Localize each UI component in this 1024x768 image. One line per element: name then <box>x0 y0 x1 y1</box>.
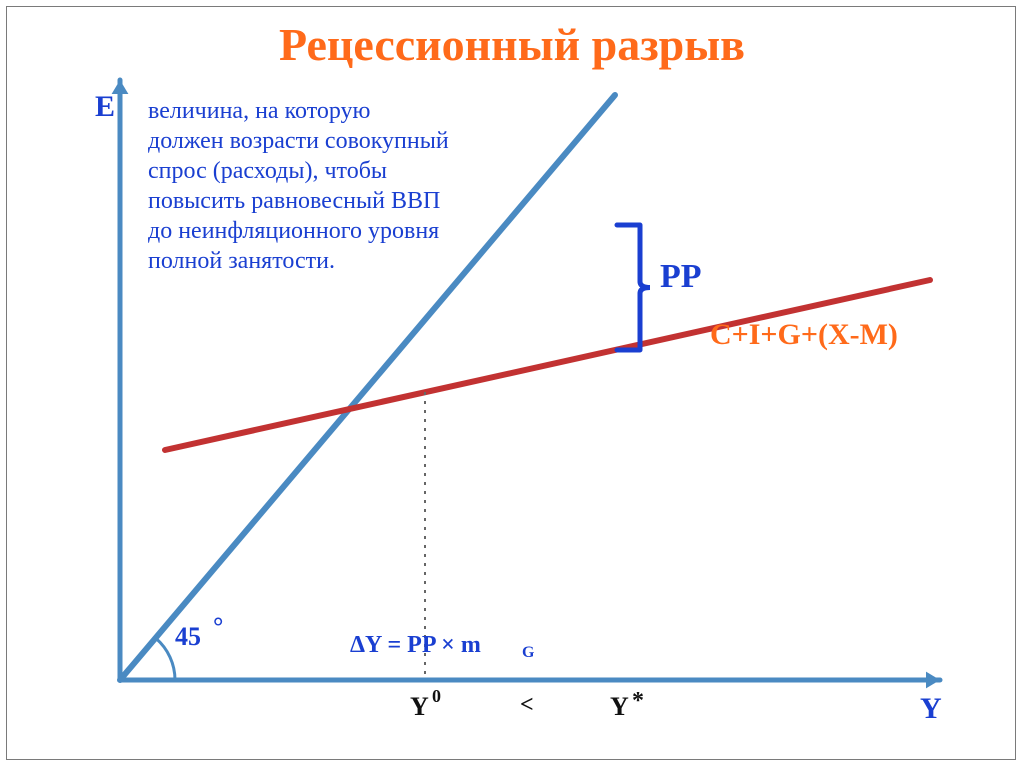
label-angle_deg: ° <box>213 612 223 642</box>
label-lt: < <box>520 692 534 719</box>
label-Y: Y <box>920 692 942 726</box>
label-Ystarsup: * <box>632 688 644 715</box>
label-Y0sup: 0 <box>432 686 441 707</box>
label-PP: PP <box>660 258 702 296</box>
label-E: E <box>95 90 115 124</box>
definition-text: величина, на которуюдолжен возрасти сово… <box>148 96 449 276</box>
label-formula_sub: G <box>522 644 534 662</box>
label-formula1: ΔY = PP × m <box>350 632 481 659</box>
label-Ystar: Y <box>610 692 629 722</box>
label-Y0: Y <box>410 692 429 722</box>
label-angle: 45 <box>175 622 201 652</box>
label-AE: C+I+G+(X-M) <box>710 318 898 352</box>
